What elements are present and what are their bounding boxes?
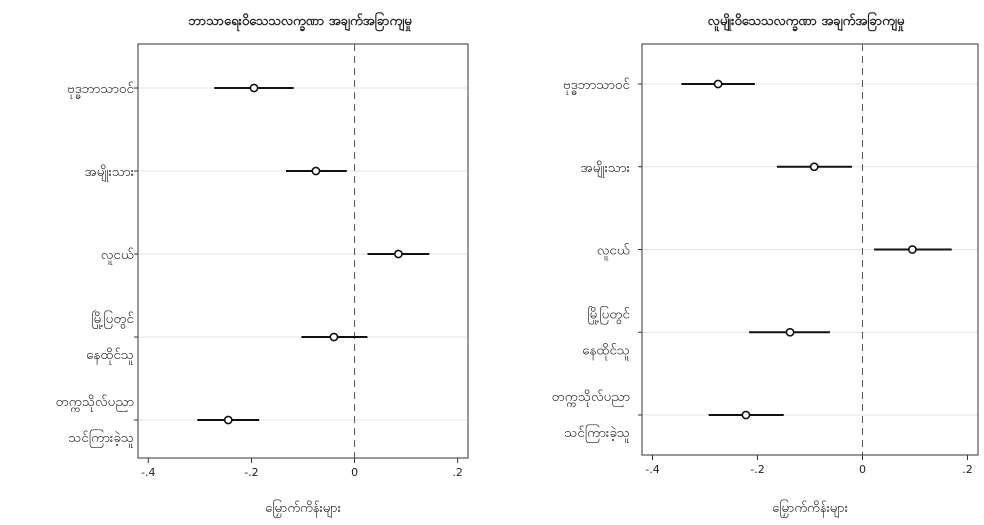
- x-axis-title: မြှောက်ကိန်းများ: [772, 499, 848, 518]
- category-label: လူငယ်: [101, 247, 135, 265]
- point-estimate: [785, 327, 795, 337]
- point-estimate: [741, 410, 751, 420]
- x-axis-title: မြှောက်ကိန်းများ: [265, 499, 341, 518]
- x-tick-label: -.2: [750, 463, 764, 476]
- point-estimate: [393, 249, 403, 259]
- category-label: အမျိုးသား: [580, 160, 630, 178]
- point-estimate: [223, 415, 233, 425]
- point-estimate: [713, 79, 723, 89]
- category-label: ဗုဒ္ဓဘာသာဝင်: [67, 81, 134, 99]
- x-tick-label: .2: [962, 463, 973, 476]
- point-estimate: [329, 332, 339, 342]
- category-label: တက္ကသိုလ်ပညာသင်ကြားခဲ့သူ: [552, 389, 630, 443]
- x-tick-label: 0: [351, 466, 358, 479]
- x-tick-label: -.4: [645, 463, 659, 476]
- x-tick-label: -.4: [141, 466, 155, 479]
- chart-title: ဘာသာရေးဝိသေသလက္ခဏာ အချက်အခြာကျမှု: [188, 11, 412, 32]
- chart-title: လူမျိုးဝိသေသလက္ခဏာ အချက်အခြာကျမှု: [708, 11, 905, 32]
- x-tick-label: 0: [859, 463, 866, 476]
- category-label: လူငယ်: [597, 243, 631, 261]
- category-label: မြို့ပြတွင်နေထိုင်သူ: [86, 310, 134, 365]
- point-estimate: [311, 166, 321, 176]
- category-label: အမျိုးသား: [84, 164, 134, 182]
- chart-panel-2: လူမျိုးဝိသေသလက္ခဏာ အချက်အခြာကျမှုဗုဒ္ဓဘာ…: [552, 11, 979, 518]
- chart-panel-1: ဘာသာရေးဝိသေသလက္ခဏာ အချက်အခြာကျမှုဗုဒ္ဓဘာ…: [56, 11, 469, 518]
- category-label: ဗုဒ္ဓဘာသာဝင်: [563, 77, 630, 95]
- category-label: မြို့ပြတွင်နေထိုင်သူ: [582, 305, 630, 360]
- point-estimate: [249, 83, 259, 93]
- plot-frame: [137, 43, 469, 459]
- category-label: တက္ကသိုလ်ပညာသင်ကြားခဲ့သူ: [56, 394, 134, 448]
- x-tick-label: -.2: [244, 466, 258, 479]
- point-estimate: [809, 162, 819, 172]
- x-tick-label: .2: [452, 466, 463, 479]
- point-estimate: [907, 245, 917, 254]
